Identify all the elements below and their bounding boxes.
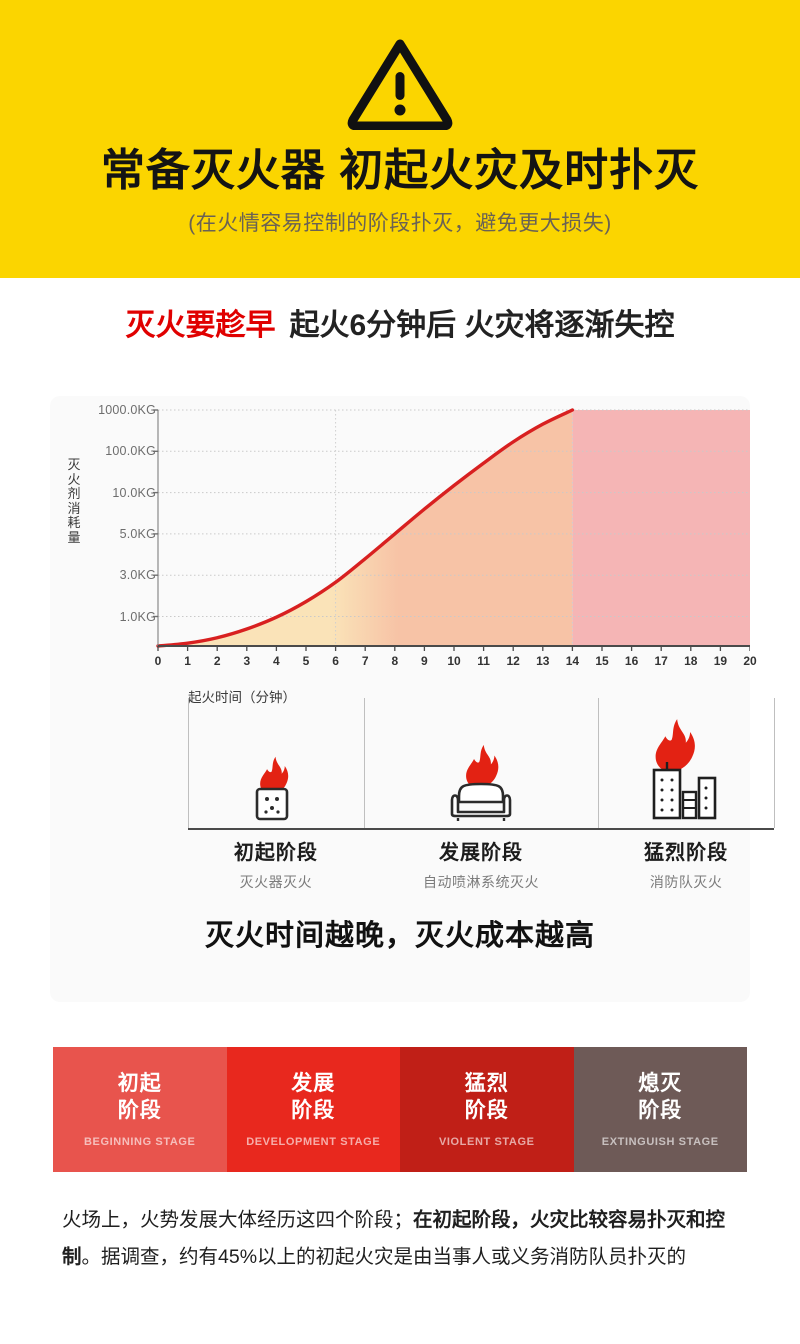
stage-caption-name: 发展阶段	[438, 842, 523, 864]
footer-paragraph: 火场上，火势发展大体经历这四个阶段；在初起阶段，火灾比较容易扑灭和控制。据调查，…	[62, 1202, 752, 1277]
y-tick-label: 1000.0KG	[98, 403, 156, 417]
y-axis-title-char: 消	[67, 500, 81, 516]
x-tick-label: 18	[684, 654, 698, 668]
building-fire-icon	[644, 718, 728, 822]
x-tick-label: 3	[243, 654, 251, 668]
flame-icon	[652, 718, 698, 779]
header-subheadline: (在火情容易控制的阶段扑灭，避免更大损失)	[188, 212, 612, 236]
power-outlet-icon	[255, 787, 289, 821]
stage-bar-en: EXTINGUISH STAGE	[601, 1136, 719, 1149]
section-title-highlight: 灭火要趁早	[125, 309, 276, 342]
stage-bar-cn: 发展 阶段	[291, 1071, 336, 1122]
stage-divider	[188, 698, 189, 828]
header-banner: 常备灭火器 初起火灾及时扑灭 (在火情容易控制的阶段扑灭，避免更大损失)	[0, 0, 800, 278]
stage-caption-sub: 灭火器灭火	[239, 874, 313, 890]
y-axis-title-char: 剂	[67, 486, 81, 502]
flame-icon	[258, 756, 290, 801]
stage-divider	[774, 698, 775, 828]
building-icon	[652, 762, 717, 820]
stage-caption: 初起阶段 灭火器灭火	[188, 836, 364, 892]
chart-line-series	[156, 408, 575, 648]
x-tick-label: 8	[391, 654, 399, 668]
stage-icon-cell	[364, 698, 598, 828]
section-title: 灭火要趁早 起火6分钟后 火灾将逐渐失控	[0, 300, 800, 344]
stage-bar-en: BEGINNING STAGE	[84, 1136, 196, 1149]
chart-y-tick-labels: 1000.0KG 100.0KG 10.0KG 5.0KG 3.0KG 1.0KG	[74, 396, 156, 646]
chart-area-fill	[158, 410, 573, 646]
x-tick-label: 4	[273, 654, 280, 668]
x-tick-label: 13	[536, 654, 550, 668]
stage-bar-cn: 熄灭 阶段	[638, 1071, 683, 1122]
warning-triangle-icon	[347, 39, 453, 130]
stage-color-bar: 初起 阶段 BEGINNING STAGE 发展 阶段 DEVELOPMENT STA…	[53, 1047, 747, 1172]
x-tick-label: 0	[154, 654, 162, 668]
sofa-icon	[450, 782, 512, 821]
chart-stage-captions: 初起阶段 灭火器灭火 发展阶段 自动喷淋系统灭火 猛烈阶段 消防队灭火	[188, 836, 774, 898]
x-tick-label: 20	[743, 654, 757, 668]
x-tick-label: 2	[213, 654, 221, 668]
footer-paragraph-part1: 火场上，火势发展大体经历这四个阶段；	[62, 1209, 414, 1231]
outlet-fire-icon	[246, 756, 306, 822]
x-tick-label: 6	[332, 654, 339, 668]
stage-bar-cell[interactable]: 熄灭 阶段 EXTINGUISH STAGE	[573, 1047, 747, 1172]
y-tick-label: 100.0KG	[105, 444, 156, 459]
x-tick-label: 9	[421, 654, 428, 668]
x-tick-label: 15	[595, 654, 609, 668]
stage-caption-name: 初起阶段	[233, 842, 318, 864]
header-headline: 常备灭火器 初起火灾及时扑灭	[100, 146, 700, 195]
x-tick-label: 5	[302, 654, 310, 668]
chart-x-axis-title: 起火时间（分钟）	[188, 690, 296, 705]
stage-bar-cell[interactable]: 初起 阶段 BEGINNING STAGE	[53, 1047, 227, 1172]
y-tick-label: 1.0KG	[119, 609, 156, 624]
stage-divider	[363, 698, 365, 828]
x-tick-label: 1	[184, 654, 191, 668]
stage-caption-sub: 自动喷淋系统灭火	[422, 874, 539, 890]
x-tick-label: 16	[624, 654, 639, 668]
chart-zone-violent	[572, 410, 750, 646]
chart-card: 灭火剂消耗量 1000.0KG 100.0KG 10.0KG 5.0KG 3.0KG 1.…	[50, 396, 775, 1002]
sofa-fire-icon	[443, 744, 519, 822]
stage-bar-cell[interactable]: 发展 阶段 DEVELOPMENT STAGE	[226, 1047, 400, 1172]
y-axis-title-char: 耗	[67, 515, 81, 531]
y-tick-label: 5.0KG	[119, 526, 156, 541]
stage-caption-sub: 消防队灭火	[649, 874, 723, 890]
x-tick-label: 19	[713, 654, 728, 668]
chart-svg	[153, 408, 751, 651]
stage-band-baseline	[188, 828, 774, 830]
stage-caption: 发展阶段 自动喷淋系统灭火	[364, 836, 598, 892]
stage-bar-cn: 猛烈 阶段	[464, 1071, 509, 1122]
stage-caption: 猛烈阶段 消防队灭火	[598, 836, 774, 892]
y-axis-title-char: 火	[67, 471, 81, 487]
stage-divider	[598, 698, 600, 828]
x-tick-label: 11	[477, 654, 490, 668]
stage-caption-name: 猛烈阶段	[644, 842, 729, 864]
x-tick-label: 7	[361, 654, 369, 668]
y-axis-title-char: 量	[67, 529, 81, 545]
stage-bar-en: DEVELOPMENT STAGE	[246, 1136, 381, 1149]
y-tick-label: 10.0KG	[112, 485, 156, 500]
stage-bar-cn: 初起 阶段	[117, 1071, 162, 1122]
x-tick-label: 14	[565, 654, 580, 668]
chart-y-axis-title: 灭火剂消耗量	[64, 457, 84, 545]
x-tick-label: 12	[506, 654, 520, 668]
stage-bar-en: VIOLENT STAGE	[438, 1136, 535, 1149]
footer-paragraph-bold: 在初起阶段，火灾比较容易扑灭和控制	[62, 1209, 726, 1269]
stage-icon-cell	[188, 698, 364, 828]
chart-conclusion-text: 灭火时间越晚，灭火成本越高	[204, 920, 595, 952]
x-tick-label: 17	[654, 654, 668, 668]
flame-icon	[463, 744, 501, 795]
x-tick-label: 10	[447, 654, 461, 668]
footer-paragraph-part2: 。据调查，约有45%以上的初起火灾是由当事人或义务消防队员扑灭的	[81, 1246, 687, 1269]
chart-plot-area: 灭火剂消耗量 1000.0KG 100.0KG 10.0KG 5.0KG 3.0KG 1.…	[50, 396, 756, 705]
chart-stage-icon-band	[188, 698, 775, 830]
stage-bar-cell[interactable]: 猛烈 阶段 VIOLENT STAGE	[400, 1047, 574, 1172]
section-title-rest: 起火6分钟后 火灾将逐渐失控	[289, 309, 675, 342]
y-tick-label: 3.0KG	[119, 568, 156, 583]
stage-icon-cell	[598, 698, 774, 828]
y-axis-title-char: 灭	[67, 457, 81, 472]
